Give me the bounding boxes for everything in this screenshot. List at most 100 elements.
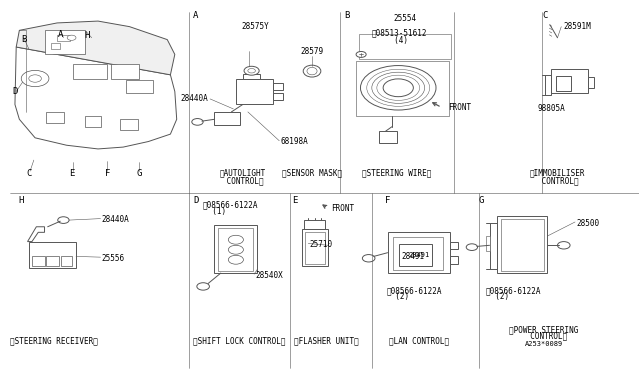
Text: 28591M: 28591M (564, 22, 591, 31)
Text: 28540X: 28540X (255, 271, 283, 280)
Bar (29, 241, 76, 267)
Circle shape (29, 75, 42, 82)
Text: C: C (26, 169, 31, 177)
Text: FRONT: FRONT (331, 205, 354, 214)
Bar (47, 256, 59, 266)
Bar (392, 237, 443, 270)
Text: 28500: 28500 (577, 219, 600, 228)
Text: Ⓝ08513-51612: Ⓝ08513-51612 (371, 29, 427, 38)
Text: A: A (58, 29, 63, 39)
Circle shape (557, 241, 570, 249)
Text: CONTROL〉: CONTROL〉 (520, 331, 567, 341)
Circle shape (372, 72, 425, 103)
Circle shape (466, 244, 477, 250)
Text: 25556: 25556 (101, 254, 124, 263)
Text: B: B (344, 11, 349, 20)
Bar (32, 256, 45, 266)
Text: E: E (292, 196, 297, 205)
Text: 〈SHIFT LOCK CONTROL〉: 〈SHIFT LOCK CONTROL〉 (193, 336, 286, 346)
Text: Ⓝ08566-6122A: Ⓝ08566-6122A (202, 201, 258, 210)
Circle shape (228, 255, 243, 264)
Text: E: E (69, 169, 74, 177)
Circle shape (383, 79, 413, 97)
Text: B: B (21, 35, 26, 44)
Text: F: F (105, 169, 110, 177)
Bar (486, 236, 490, 251)
Text: (4): (4) (371, 36, 408, 45)
Bar (120, 119, 138, 131)
Bar (214, 112, 239, 125)
Text: 〈STEERING RECEIVER〉: 〈STEERING RECEIVER〉 (10, 336, 98, 346)
Bar (111, 64, 139, 78)
Text: A253*0089: A253*0089 (525, 340, 563, 346)
Circle shape (192, 119, 203, 125)
Bar (451, 241, 458, 249)
Bar (556, 76, 572, 91)
Circle shape (228, 245, 243, 254)
Text: 25554: 25554 (394, 14, 417, 23)
Bar (304, 221, 325, 229)
Text: H: H (84, 31, 90, 41)
Text: 28575Y: 28575Y (241, 22, 269, 31)
Text: FRONT: FRONT (448, 103, 471, 112)
Bar (57, 35, 70, 41)
Bar (302, 229, 328, 266)
Text: 〈POWER STEERING: 〈POWER STEERING (509, 325, 579, 334)
Bar (490, 223, 497, 269)
Text: D: D (193, 196, 198, 205)
Circle shape (248, 68, 255, 73)
Bar (214, 225, 257, 273)
Text: G: G (478, 196, 483, 205)
Bar (51, 43, 60, 49)
Bar (61, 256, 72, 266)
Text: H: H (19, 196, 24, 205)
Bar (501, 219, 543, 271)
Text: 68198A: 68198A (280, 137, 308, 146)
Circle shape (21, 70, 49, 87)
Bar (545, 75, 551, 95)
Bar (237, 79, 273, 105)
Circle shape (228, 235, 243, 244)
Bar (551, 69, 588, 93)
Text: 28491: 28491 (401, 252, 424, 261)
Text: 25710: 25710 (310, 240, 333, 249)
Bar (45, 31, 85, 54)
Text: CONTROL〉: CONTROL〉 (222, 176, 264, 185)
Polygon shape (16, 21, 175, 75)
Text: CONTROL〉: CONTROL〉 (537, 176, 579, 185)
Text: F: F (385, 196, 390, 205)
Bar (243, 74, 260, 79)
Text: 〈IMMOBILISER: 〈IMMOBILISER (530, 169, 585, 177)
Bar (497, 216, 547, 273)
Text: 28440A: 28440A (101, 215, 129, 224)
Circle shape (360, 65, 436, 110)
Bar (388, 232, 451, 273)
Text: Ⓝ08566-6122A: Ⓝ08566-6122A (486, 286, 541, 295)
Bar (126, 80, 153, 93)
Circle shape (362, 254, 375, 262)
Text: 28491: 28491 (408, 251, 429, 257)
Bar (358, 34, 451, 59)
Bar (588, 77, 594, 88)
Bar (218, 228, 253, 271)
Text: 〈LAN CONTROL〉: 〈LAN CONTROL〉 (389, 336, 449, 346)
Text: (1): (1) (202, 207, 226, 216)
Circle shape (58, 217, 69, 224)
Bar (356, 61, 449, 116)
Bar (305, 232, 325, 264)
Text: (2): (2) (387, 292, 410, 301)
Bar (380, 131, 397, 143)
Circle shape (244, 66, 259, 75)
Text: G: G (136, 169, 141, 177)
Text: A: A (193, 11, 198, 20)
Text: C: C (542, 11, 548, 20)
Bar (273, 93, 283, 100)
Bar (73, 64, 108, 78)
Bar (399, 244, 431, 266)
Text: 28579: 28579 (300, 47, 324, 56)
Text: 〈STEERING WIRE〉: 〈STEERING WIRE〉 (362, 169, 431, 177)
Circle shape (356, 51, 366, 57)
Polygon shape (15, 47, 177, 149)
Polygon shape (28, 227, 45, 241)
Circle shape (197, 283, 209, 290)
